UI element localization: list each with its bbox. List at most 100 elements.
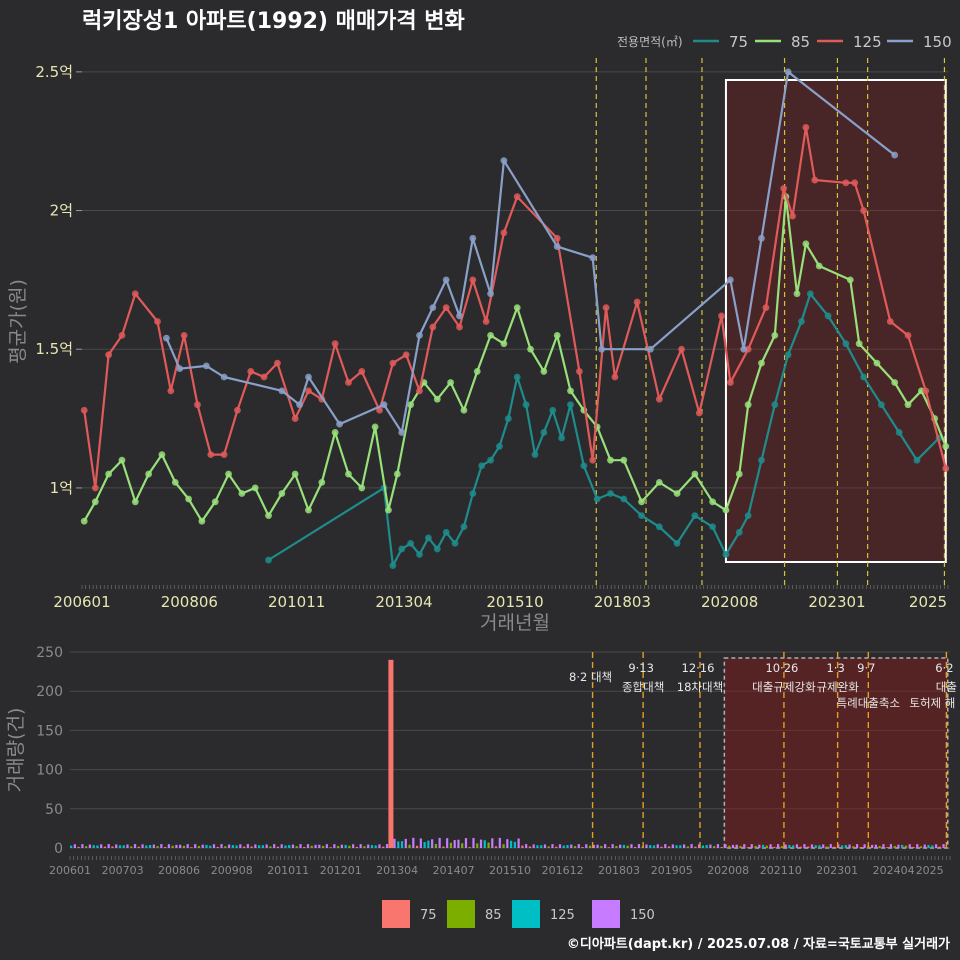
volume-bar <box>637 844 641 848</box>
legend-title: 전용면적(㎡) <box>617 35 683 49</box>
data-point-85 <box>793 290 801 298</box>
bar-xtick-label: 201803 <box>598 864 640 877</box>
bar-xtick-label: 201407 <box>433 864 475 877</box>
data-point-75 <box>673 539 681 547</box>
data-point-85 <box>722 506 730 514</box>
data-point-75 <box>540 429 548 436</box>
data-point-75 <box>487 456 494 464</box>
data-point-85 <box>744 401 752 409</box>
volume-bar <box>773 846 776 848</box>
volume-bar <box>434 843 437 848</box>
volume-bar <box>291 844 295 848</box>
data-point-85 <box>460 406 468 414</box>
volume-bar <box>916 844 919 848</box>
volume-bar <box>720 846 723 848</box>
data-point-125 <box>274 359 281 367</box>
volume-bar <box>250 846 253 848</box>
volume-bar <box>468 847 471 848</box>
data-point-125 <box>305 387 312 395</box>
data-point-75 <box>913 456 921 464</box>
volume-bar <box>321 845 325 848</box>
data-point-75 <box>478 462 486 470</box>
data-point-125 <box>91 484 99 492</box>
volume-bar <box>927 845 930 848</box>
volume-bar <box>931 845 934 848</box>
volume-bar <box>269 846 272 848</box>
volume-bar <box>70 845 73 848</box>
data-point-150 <box>202 362 210 370</box>
legend-label-125: 125 <box>853 33 882 51</box>
volume-bar <box>611 844 614 848</box>
event-label-name: 특례대출축소 <box>837 696 900 710</box>
data-point-85 <box>211 498 219 506</box>
volume-bar <box>588 845 592 848</box>
volume-bar <box>280 844 283 848</box>
data-point-150 <box>758 234 765 242</box>
volume-bar <box>510 840 513 848</box>
volume-bar <box>227 844 231 848</box>
volume-bar <box>265 844 268 848</box>
data-point-85 <box>158 451 166 459</box>
volume-bar <box>400 841 404 848</box>
data-point-125 <box>633 298 641 306</box>
volume-bar <box>201 844 204 848</box>
data-point-85 <box>815 262 823 270</box>
data-point-75 <box>522 401 530 409</box>
data-point-125 <box>260 373 268 381</box>
data-point-85 <box>487 331 494 339</box>
bar-xtick-label: 202008 <box>707 864 749 877</box>
bar-xtick-label: 200806 <box>158 864 200 877</box>
volume-bar <box>739 845 742 848</box>
data-point-75 <box>655 523 663 531</box>
xtick-label: 201510 <box>486 593 543 611</box>
data-point-125 <box>402 351 410 359</box>
data-point-150 <box>176 365 184 373</box>
volume-bar <box>525 844 528 848</box>
data-point-125 <box>789 212 796 220</box>
volume-bar <box>600 845 603 848</box>
event-label-extra: 토허제 해 <box>909 696 955 710</box>
x-axis-title: 거래년월 <box>480 612 550 634</box>
legend-label-85: 85 <box>791 33 810 51</box>
volume-bar <box>615 845 618 848</box>
event-label-name: 대출규제강화 <box>752 680 816 694</box>
volume-bar <box>901 844 904 848</box>
volume-bar <box>777 844 780 848</box>
bar-xtick-label: 201612 <box>542 864 584 877</box>
legend-label-75: 75 <box>729 33 748 51</box>
bar-highlight-box <box>723 657 949 849</box>
legend-swatch-125 <box>512 900 540 928</box>
data-point-75 <box>460 523 468 531</box>
volume-bar <box>179 844 182 848</box>
bar-ytick-label: 200 <box>36 684 63 700</box>
data-point-125 <box>456 323 463 331</box>
volume-bar <box>908 844 911 848</box>
data-point-75 <box>877 401 885 409</box>
volume-bar <box>502 844 505 848</box>
volume-bar <box>792 845 795 848</box>
data-point-75 <box>798 318 805 325</box>
data-point-75 <box>620 495 628 503</box>
volume-bar <box>871 844 874 848</box>
volume-bar <box>758 844 761 848</box>
volume-bar <box>645 844 648 848</box>
volume-bar <box>453 840 456 848</box>
data-point-125 <box>105 351 113 359</box>
volume-bar <box>378 844 381 848</box>
data-point-125 <box>589 456 597 464</box>
volume-bar <box>848 844 851 848</box>
data-point-150 <box>162 334 170 342</box>
data-point-75 <box>895 429 903 436</box>
volume-bar <box>148 845 152 848</box>
data-point-150 <box>416 331 423 339</box>
footer-credit: ©디아파트(dapt.kr) / 2025.07.08 / 자료=국토교통부 실… <box>567 936 950 952</box>
data-point-125 <box>358 368 366 375</box>
data-point-125 <box>291 415 299 422</box>
volume-bar <box>348 845 351 848</box>
data-point-75 <box>709 523 717 531</box>
volume-bar <box>622 844 626 848</box>
volume-bar <box>822 844 825 848</box>
data-point-125 <box>886 318 894 325</box>
volume-bar <box>333 844 336 848</box>
